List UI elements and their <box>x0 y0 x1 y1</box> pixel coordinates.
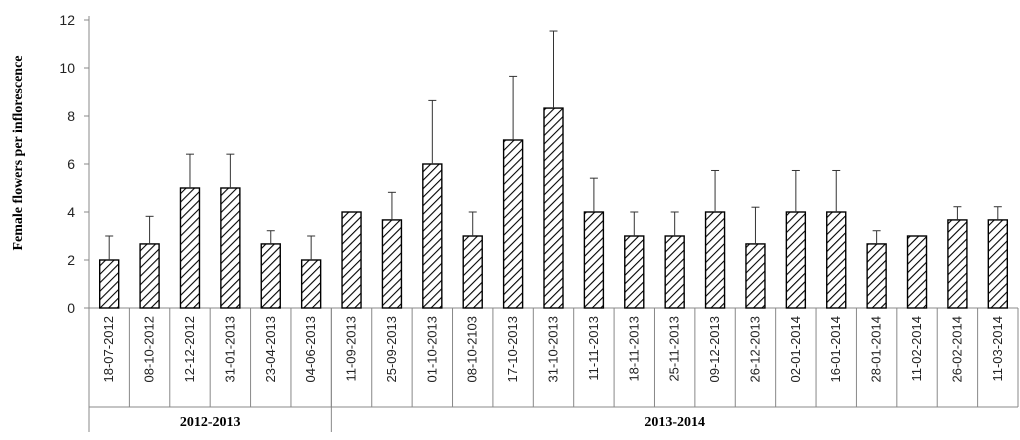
bar <box>179 187 201 309</box>
x-tick-label: 31-01-2013 <box>222 316 237 383</box>
bar <box>260 243 281 309</box>
bar <box>664 235 685 309</box>
bar <box>220 187 241 309</box>
bar <box>785 211 807 309</box>
x-tick-label: 11-09-2013 <box>344 316 359 382</box>
x-tick-label: 16-01-2014 <box>828 316 843 383</box>
bar <box>502 139 524 309</box>
bar <box>583 211 605 309</box>
y-tick-label: 8 <box>67 108 75 124</box>
x-tick-label: 17-10-2013 <box>505 316 520 383</box>
x-tick-label: 12-12-2012 <box>182 316 197 383</box>
y-tick-label: 6 <box>67 156 75 172</box>
x-tick-label: 04-06-2013 <box>303 316 318 383</box>
y-tick-label: 2 <box>67 252 75 268</box>
x-tick-label: 18-07-2012 <box>101 316 116 383</box>
bar <box>422 163 443 309</box>
x-tick-label: 26-12-2013 <box>747 316 762 383</box>
bar <box>866 243 887 309</box>
x-tick-label: 11-03-2014 <box>990 316 1005 382</box>
group-label: 2013-2014 <box>644 415 705 430</box>
bar <box>300 259 322 309</box>
x-tick-label: 26-02-2014 <box>949 316 964 383</box>
bar <box>462 235 483 309</box>
bar <box>987 219 1009 309</box>
x-tick-label: 25-11-2013 <box>667 316 682 382</box>
bar <box>704 211 726 309</box>
x-tick-label: 18-11-2013 <box>626 316 641 382</box>
x-tick-label: 09-12-2013 <box>707 316 722 383</box>
bar <box>139 243 160 309</box>
x-tick-label: 28-01-2014 <box>869 316 884 383</box>
x-tick-label: 11-11-2013 <box>586 316 601 381</box>
group-label: 2012-2013 <box>180 415 241 430</box>
x-tick-label: 02-01-2014 <box>788 316 803 383</box>
bar <box>624 235 645 309</box>
x-tick-label: 25-09-2013 <box>384 316 399 383</box>
x-tick-label: 31-10-2013 <box>546 316 561 383</box>
x-tick-label: 23-04-2013 <box>263 316 278 383</box>
bar <box>947 219 968 309</box>
bar <box>906 235 928 309</box>
y-axis-label: Female flowers per inflorescence <box>11 55 26 250</box>
y-tick-label: 0 <box>67 300 75 316</box>
x-tick-label: 11-02-2014 <box>909 316 924 382</box>
bar <box>341 211 362 309</box>
x-tick-label: 08-10-2012 <box>142 316 157 383</box>
bar <box>543 107 564 309</box>
y-tick-label: 12 <box>59 12 75 28</box>
bar <box>826 211 847 309</box>
x-tick-label: 01-10-2013 <box>424 316 439 383</box>
x-tick-label: 08-10-2103 <box>465 316 480 383</box>
y-tick-label: 10 <box>59 60 75 76</box>
y-tick-label: 4 <box>67 204 75 220</box>
bar <box>98 259 120 309</box>
bar <box>381 219 403 309</box>
bar <box>745 243 766 309</box>
